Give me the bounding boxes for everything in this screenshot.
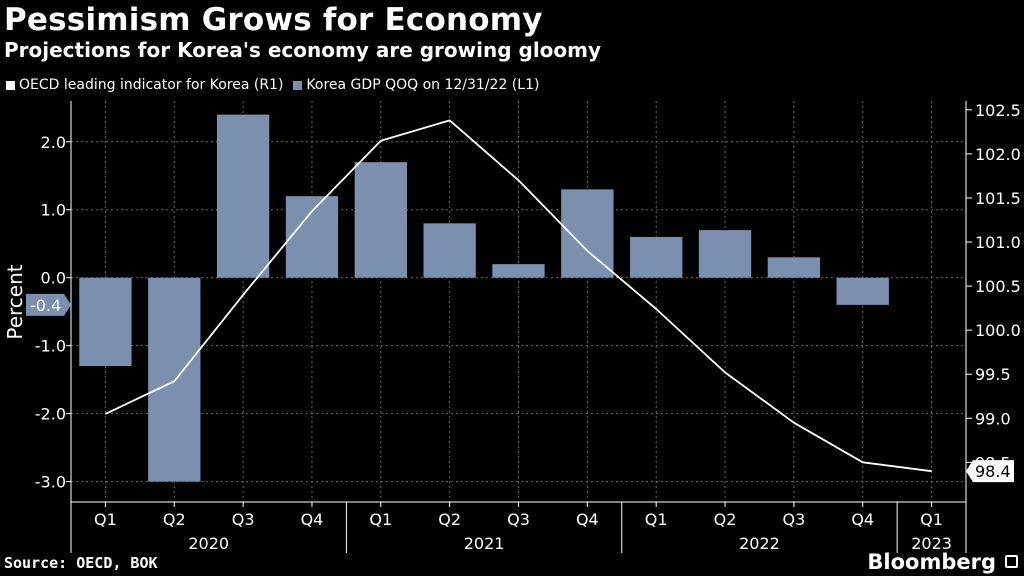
bar xyxy=(423,223,476,278)
legend-label-line: OECD leading indicator for Korea (R1) xyxy=(19,77,284,93)
bar xyxy=(354,162,407,278)
last-value-label-left: -0.4 xyxy=(30,296,61,315)
y-left-tick-label: -2.0 xyxy=(35,405,66,424)
bar xyxy=(836,277,889,305)
legend-label-bar: Korea GDP QOQ on 12/31/22 (L1) xyxy=(306,77,540,93)
legend-swatch-line xyxy=(6,80,15,90)
legend-swatch-bar xyxy=(293,80,303,90)
x-tick-label: Q3 xyxy=(782,510,805,529)
y-left-tick-label: -1.0 xyxy=(35,337,66,356)
y-left-tick-label: 0.0 xyxy=(41,269,66,288)
x-tick-label: Q3 xyxy=(232,510,255,529)
legend: OECD leading indicator for Korea (R1) Ko… xyxy=(6,77,549,93)
last-value-label-right: 98.4 xyxy=(975,462,1011,481)
x-tick-label: Q3 xyxy=(507,510,530,529)
y-left-axis-title: Percent xyxy=(3,264,27,339)
chart-title: Pessimism Grows for Economy xyxy=(4,2,543,38)
line-series xyxy=(105,119,932,473)
x-tick-label: Q2 xyxy=(438,510,461,529)
x-tick-label: Q2 xyxy=(714,510,737,529)
bar xyxy=(285,196,339,278)
bar xyxy=(698,230,752,278)
x-year-label: 2022 xyxy=(739,534,780,553)
y-right-tick-label: 101.5 xyxy=(975,189,1021,208)
x-tick-label: Q1 xyxy=(369,510,392,529)
bar xyxy=(216,114,270,278)
x-year-label: 2020 xyxy=(188,534,229,553)
last-value-flag-right xyxy=(966,460,1014,483)
x-tick-label: Q1 xyxy=(94,510,117,529)
x-year-label: 2023 xyxy=(911,534,952,553)
bar xyxy=(79,277,132,367)
legend-item-bar: Korea GDP QOQ on 12/31/22 (L1) xyxy=(293,77,539,93)
bar xyxy=(767,257,821,278)
x-tick-label: Q2 xyxy=(163,510,186,529)
x-tick-label: Q4 xyxy=(301,510,324,529)
y-left-tick-label: 1.0 xyxy=(41,201,66,220)
brand-logo: Bloomberg xyxy=(867,550,996,574)
y-left-tick-label: 2.0 xyxy=(41,133,66,152)
source-note: Source: OECD, BOK xyxy=(4,554,158,572)
y-right-tick-label: 102.0 xyxy=(975,145,1021,164)
x-year-label: 2021 xyxy=(464,534,505,553)
x-tick-label: Q1 xyxy=(645,510,668,529)
x-tick-label: Q1 xyxy=(920,510,943,529)
y-right-tick-label: 100.5 xyxy=(975,277,1021,296)
chart-subtitle: Projections for Korea's economy are grow… xyxy=(4,38,602,62)
bar xyxy=(492,264,545,278)
y-left-tick-label: -3.0 xyxy=(35,473,66,492)
last-value-flag-left xyxy=(26,293,71,316)
bar xyxy=(148,277,201,482)
y-right-tick-label: 102.5 xyxy=(975,101,1021,120)
y-right-tick-label: 99.5 xyxy=(975,365,1011,384)
brand-mark-icon xyxy=(1005,555,1018,568)
y-right-tick-label: 101.0 xyxy=(975,233,1021,252)
x-tick-label: Q4 xyxy=(576,510,599,529)
y-right-tick-label: 100.0 xyxy=(975,321,1021,340)
bar xyxy=(561,189,614,278)
legend-item-line: OECD leading indicator for Korea (R1) xyxy=(6,77,283,93)
y-right-tick-label: 99.0 xyxy=(975,409,1011,428)
bar xyxy=(630,236,683,278)
x-tick-label: Q4 xyxy=(851,510,874,529)
